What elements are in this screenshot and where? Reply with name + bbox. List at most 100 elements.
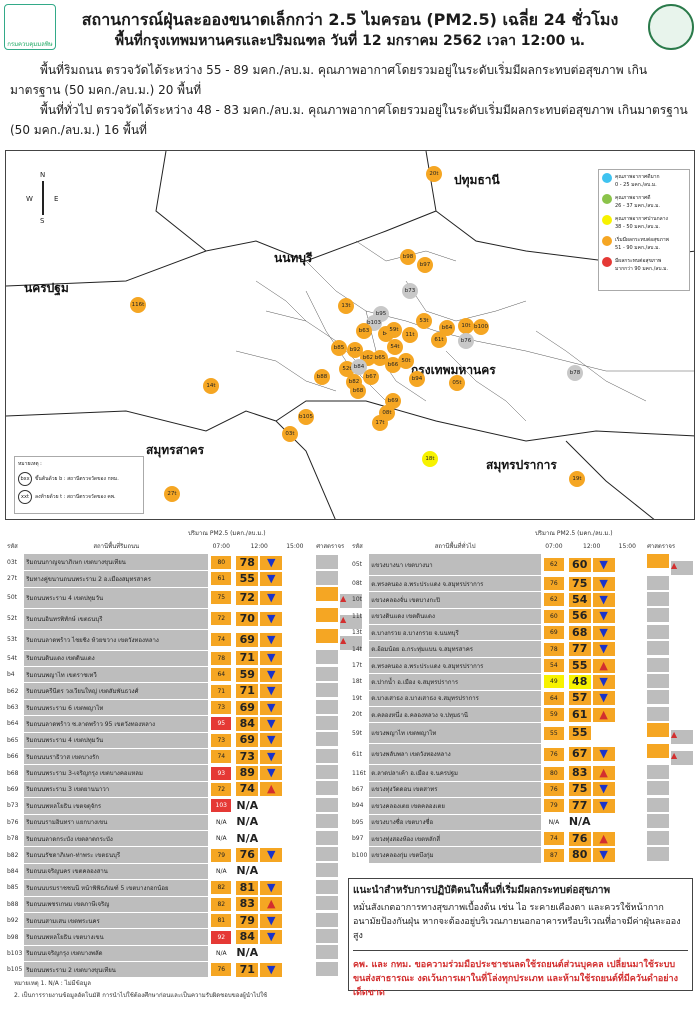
trend-cell [314, 748, 364, 765]
trend-box [316, 554, 339, 569]
trend-cell [314, 554, 364, 570]
value-1500 [617, 690, 645, 706]
station-row: b68 ริมถนนพระราม 3-เจริญกรุง เขตบางคอแหลม… [5, 764, 364, 782]
down-arrow-icon: ▼ [592, 848, 615, 863]
trend-cell [645, 657, 695, 673]
label-nonthaburi: นนทบุรี [274, 251, 313, 265]
label-bangkok: กรุงเทพมหานคร [411, 363, 496, 377]
trend-cell [314, 896, 364, 912]
station-row: b78 ริมถนนลาดกระบัง เขตลาดกระบัง N/A N/A [5, 830, 364, 848]
value-1200: 71 ▼ [234, 962, 284, 978]
station-row: 13t ต.บางกรวย อ.บางกรวย จ.นนทบุรี 69 68 ▼ [350, 624, 695, 642]
up-arrow-icon: ▲ [260, 782, 283, 797]
trend-box [316, 629, 339, 644]
note-row-t: xxt ลงท้ายด้วย t : สถานีตรวจวัดของ คพ. [18, 490, 140, 504]
station-row: b92 ริมถนนสามเสน เขตพระนคร 81 79 ▼ [5, 912, 364, 930]
station-marker-b78: b78 [567, 365, 583, 381]
trend-box [647, 706, 670, 721]
value-0700: 64 [208, 667, 234, 683]
station-code: b94 [352, 802, 364, 810]
down-arrow-icon: ▼ [592, 625, 615, 640]
value-1200: 69 ▼ [234, 699, 284, 715]
station-code: 10t [352, 596, 362, 604]
station-marker-61t: 61t [431, 332, 447, 348]
station-name: ริมถนนพญาไท เขตราชเทวี [24, 666, 209, 684]
station-code: 17t [352, 662, 362, 670]
station-row: b69 ริมถนนพระราม 3 เขตยานนาวา 72 74 ▲ [5, 781, 364, 799]
station-row: b97 แขวงทุ่งสองห้อง เขตหลักสี่ 74 76 ▲ [350, 830, 695, 848]
station-code: b95 [352, 818, 364, 826]
station-name: ริมถนนลาดพร้าว ซ.ลาดพร้าว 95 เขตวังทองหล… [24, 715, 209, 733]
value-1500 [617, 592, 645, 608]
value-1500 [617, 830, 645, 846]
trend-cell [645, 641, 695, 657]
advice-body: หมั่นสังเกตอาการทางสุขภาพเบื้องต้น เช่น … [353, 903, 681, 941]
station-marker-50t: 50t [398, 353, 414, 369]
station-row: b103 ริมถนนเจริญกรุง เขตบางพลัด N/A N/A [5, 945, 364, 963]
value-1200: 70 ▼ [234, 608, 284, 629]
up-arrow-icon: ▲ [260, 897, 283, 912]
label-samut-prakan: สมุทรปราการ [486, 458, 557, 472]
trend-cell [645, 673, 695, 690]
up-arrow-icon: ▲ [592, 831, 615, 846]
legend-dot [602, 194, 612, 204]
station-code: b88 [7, 900, 19, 908]
legend-dot [602, 173, 612, 183]
station-name: ต.ทรงคนอง อ.พระประแดง จ.สมุทรปราการ [369, 575, 542, 593]
value-0700: 76 [541, 575, 567, 591]
value-0700: 64 [541, 690, 567, 706]
station-marker-b84: b84 [351, 359, 367, 375]
station-name: ริมทางคู่ขนานถนนพระราม 2 อ.เมืองสมุทรสาค… [24, 570, 209, 588]
station-code: b92 [7, 917, 19, 925]
value-1200: 55 ▲ [567, 657, 617, 673]
trend-cell [645, 575, 695, 591]
station-name: แขวงคลองกุ่ม เขตบึงกุ่ม [369, 846, 542, 864]
up-arrow-icon: ▲ [592, 766, 615, 781]
value-1500 [617, 814, 645, 830]
up-arrow-icon: ▲ [592, 707, 615, 722]
trend-box [316, 666, 339, 681]
trend-box [316, 781, 339, 796]
station-code: 05t [352, 561, 362, 569]
station-code: b82 [7, 851, 19, 859]
trend-box [316, 683, 339, 698]
trend-box [316, 912, 339, 927]
value-0700: 62 [541, 592, 567, 608]
trend-cell [314, 570, 364, 587]
down-arrow-icon: ▼ [260, 848, 283, 863]
value-0700: 78 [208, 650, 234, 666]
value-1200: 73 ▼ [234, 749, 284, 765]
station-name: ริมถนนพระราม 4 เขตปทุมวัน [24, 732, 209, 750]
trend-cell [314, 683, 364, 699]
note-b-icon: bxx [18, 472, 32, 486]
value-1200: 74 ▲ [234, 781, 284, 797]
value-0700: 80 [208, 554, 234, 570]
value-0700: 74 [208, 749, 234, 765]
station-name: แขวงบางซื่อ เขตบางซื่อ [369, 814, 542, 831]
value-0700: 61 [208, 571, 234, 587]
station-marker-54t: 54t [387, 339, 403, 355]
station-marker-10t: 10t [458, 318, 474, 334]
station-row: 27t ริมทางคู่ขนานถนนพระราม 2 อ.เมืองสมุทร… [5, 570, 364, 588]
trend-box [316, 814, 339, 829]
trend-cell [645, 847, 695, 863]
value-0700: 74 [208, 629, 234, 650]
value-0700: N/A [548, 818, 560, 826]
value-1500 [284, 896, 314, 912]
trend-cell: ▲ [645, 554, 695, 576]
value-1200: 83 ▲ [234, 896, 284, 912]
value-1500 [284, 880, 314, 896]
roadside-rows: 03t ริมถนนกาญจนาภิเษก เขตบางขุนเทียน 80 78 … [5, 554, 364, 979]
trend-box [316, 715, 339, 730]
value-1500 [617, 641, 645, 657]
legend-row-1: คุณภาพอากาศดี 26 - 37 มคก./ลบ.ม. [602, 194, 686, 210]
station-marker-13t: 13t [338, 298, 354, 314]
value-1200: 59 ▼ [234, 667, 284, 683]
trend-cell: ▲ [645, 722, 695, 744]
trend-box [647, 847, 670, 862]
value-1200: 84 ▼ [234, 716, 284, 732]
station-marker-27t: 27t [164, 486, 180, 502]
roadside-table: รหัส สถานีพื้นที่ริมถนน 07:00 12:00 15:0… [5, 538, 364, 979]
value-1200: 72 ▼ [234, 587, 284, 608]
station-row: 03t ริมถนนกาญจนาภิเษก เขตบางขุนเทียน 80 78 … [5, 554, 364, 572]
